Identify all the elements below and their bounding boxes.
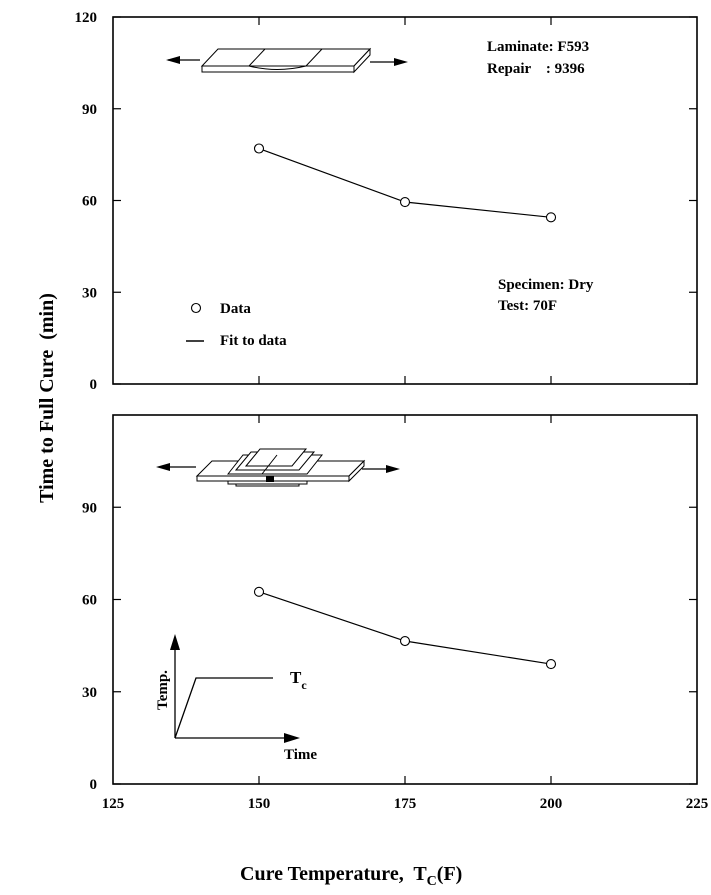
legend-data-label: Data bbox=[220, 301, 251, 317]
bottom-y-tick-labels: 0 30 60 90 bbox=[82, 500, 97, 793]
single-lap-specimen-illustration bbox=[166, 47, 408, 74]
top-y-tick-label: 30 bbox=[82, 285, 97, 301]
legend-data-marker bbox=[190, 302, 202, 314]
top-y-tick-label: 60 bbox=[82, 194, 97, 210]
bottom-data-point bbox=[253, 586, 265, 597]
repair-label: Repair : 9396 bbox=[487, 61, 585, 77]
inset-level-main: T bbox=[290, 668, 302, 687]
cure-profile-inset: Temp. Time Tc bbox=[155, 634, 317, 763]
specimen-label: Specimen: Dry bbox=[498, 277, 594, 293]
x-tick-label: 225 bbox=[686, 796, 709, 812]
bottom-fit-line bbox=[258, 591, 552, 665]
bottom-series bbox=[253, 586, 557, 670]
top-series bbox=[253, 143, 557, 223]
laminate-label: Laminate: F593 bbox=[487, 39, 589, 55]
x-axis-label: Cure Temperature, TC(F) bbox=[240, 863, 462, 889]
inset-cure-profile-line bbox=[174, 677, 273, 739]
bottom-y-tick-label: 60 bbox=[82, 593, 97, 609]
inset-level-sub: c bbox=[301, 678, 307, 692]
top-data-point bbox=[253, 143, 265, 154]
top-data-point bbox=[399, 196, 411, 208]
x-axis-label-unit: (F) bbox=[437, 863, 463, 885]
top-y-tick-label: 120 bbox=[75, 10, 98, 26]
x-axis-label-main: Cure Temperature, T bbox=[240, 863, 427, 885]
x-tick-label: 150 bbox=[248, 796, 271, 812]
inset-x-label: Time bbox=[284, 747, 317, 763]
x-tick-labels: 125 150 175 200 225 bbox=[102, 796, 709, 812]
legend-fit-label: Fit to data bbox=[220, 333, 287, 349]
double-lap-specimen-illustration bbox=[156, 448, 400, 487]
bottom-data-point bbox=[545, 659, 557, 670]
x-axis-label-sub: C bbox=[427, 874, 437, 889]
top-data-point bbox=[545, 212, 557, 223]
top-y-ticks bbox=[113, 16, 697, 385]
bottom-panel: 0 30 60 90 125 150 175 200 225 bbox=[82, 414, 709, 812]
bottom-plot-frame bbox=[112, 414, 698, 785]
top-y-tick-label: 0 bbox=[90, 377, 98, 393]
legend: Data Fit to data bbox=[186, 301, 287, 349]
top-y-tick-label: 90 bbox=[82, 102, 97, 118]
bottom-y-tick-label: 90 bbox=[82, 500, 97, 516]
bottom-data-point bbox=[399, 635, 411, 647]
bottom-y-tick-label: 0 bbox=[90, 777, 98, 793]
test-label: Test: 70F bbox=[498, 298, 557, 314]
bottom-y-tick-label: 30 bbox=[82, 685, 97, 701]
top-y-tick-labels: 0 30 60 90 120 bbox=[75, 10, 98, 393]
inset-level-label: Tc bbox=[290, 668, 307, 692]
inset-y-label: Temp. bbox=[155, 670, 171, 710]
x-tick-label: 125 bbox=[102, 796, 125, 812]
bottom-y-ticks bbox=[113, 415, 697, 785]
x-tick-label: 200 bbox=[540, 796, 563, 812]
x-tick-label: 175 bbox=[394, 796, 417, 812]
y-axis-label: Time to Full Cure (min) bbox=[36, 293, 58, 503]
